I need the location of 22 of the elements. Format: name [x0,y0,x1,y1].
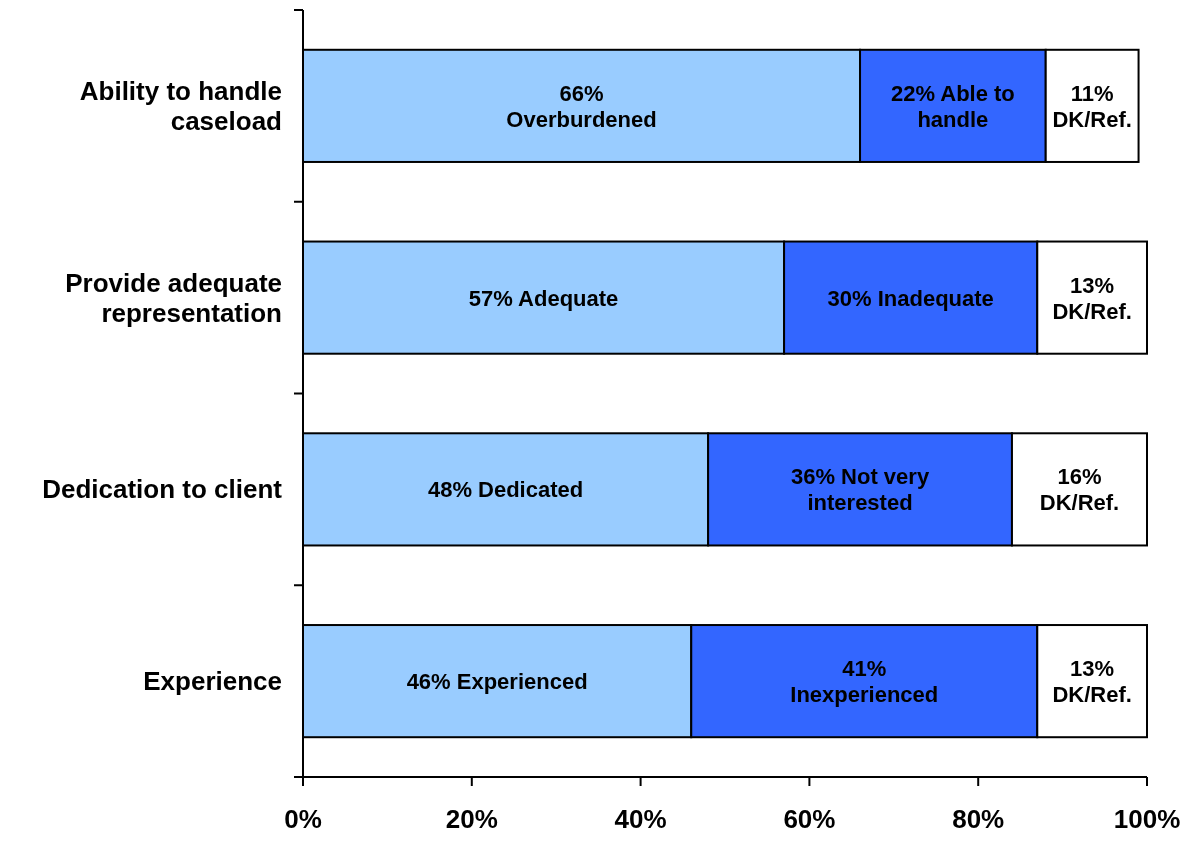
data-label: 36% Not very interested [790,463,930,515]
data-label: 57% Adequate [468,285,619,311]
data-label: 30% Inadequate [827,285,994,311]
data-label: 22% Able to handle [890,80,1015,132]
x-tick-label: 80% [952,804,1005,834]
data-label: 11% DK/Ref. [1052,80,1132,132]
data-label: 48% Dedicated [427,476,584,502]
data-label: 13% DK/Ref. [1052,655,1132,707]
y-tick-label: Provide adequate representation [65,267,282,328]
x-tick-label: 40% [614,804,667,834]
x-tick-label: 0% [284,804,322,834]
data-label: 16% DK/Ref. [1039,463,1120,515]
data-label: 46% Experienced [406,668,588,694]
data-label: 66% Overburdened [506,80,657,132]
x-tick-label: 20% [445,804,498,834]
y-tick-label: Ability to handle caseload [79,75,282,136]
y-tick-label: Experience [143,666,282,697]
data-label: 41% Inexperienced [790,655,939,707]
data-label: 13% DK/Ref. [1052,272,1132,324]
x-tick-label: 100% [1113,804,1181,834]
x-tick-label: 60% [783,804,836,834]
y-tick-label: Dedication to client [42,474,283,505]
